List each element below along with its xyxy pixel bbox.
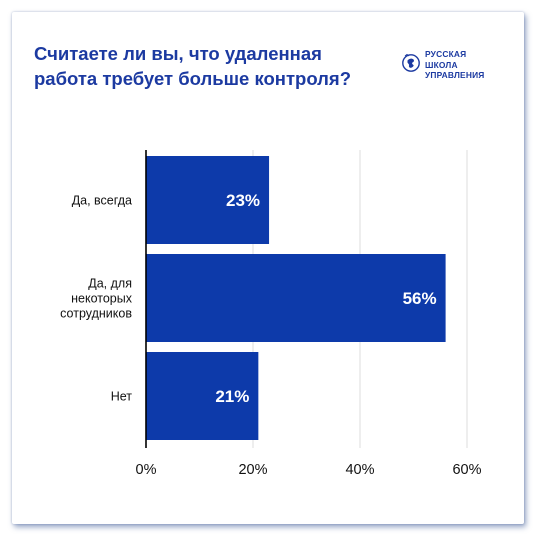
bar-value-label: 21% xyxy=(215,387,249,406)
bar xyxy=(146,254,446,342)
category-label: Да, для некоторых сотрудников xyxy=(60,277,133,321)
category-label-line: сотрудников xyxy=(60,307,132,321)
bar-value-label: 23% xyxy=(226,191,260,210)
bar-value-label: 56% xyxy=(403,289,437,308)
bar xyxy=(146,156,270,244)
category-label-line: некоторых xyxy=(71,292,133,306)
category-label: Нет xyxy=(111,390,133,404)
category-label-line: Нет xyxy=(111,390,133,404)
logo: РУССКАЯ ШКОЛА УПРАВЛЕНИЯ xyxy=(401,48,511,90)
globe-emblem-icon xyxy=(402,53,420,72)
logo-line: РУССКАЯ xyxy=(425,49,467,59)
bar xyxy=(146,352,259,440)
category-label-line: Да, для xyxy=(88,277,132,291)
x-tick-label: 0% xyxy=(136,462,157,478)
x-tick-label: 60% xyxy=(452,462,481,478)
chart-title: Считаете ли вы, что удаленная работа тре… xyxy=(34,43,352,89)
category-label: Да, всегда xyxy=(72,194,132,208)
logo-line: ШКОЛА xyxy=(425,59,458,70)
x-tick-label: 40% xyxy=(345,462,374,478)
logo-text: РУССКАЯ ШКОЛА УПРАВЛЕНИЯ xyxy=(425,49,485,81)
logo-line: УПРАВЛЕНИЯ xyxy=(425,70,485,80)
x-tick-label: 20% xyxy=(238,462,267,478)
category-label-line: Да, всегда xyxy=(72,194,132,208)
